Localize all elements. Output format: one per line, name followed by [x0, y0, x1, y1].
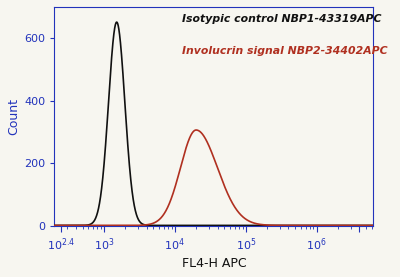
X-axis label: FL4-H APC: FL4-H APC: [182, 257, 246, 270]
Text: Involucrin signal NBP2-34402APC: Involucrin signal NBP2-34402APC: [182, 46, 388, 56]
Y-axis label: Count: Count: [7, 98, 20, 135]
Text: Isotypic control NBP1-43319APC: Isotypic control NBP1-43319APC: [182, 14, 382, 24]
